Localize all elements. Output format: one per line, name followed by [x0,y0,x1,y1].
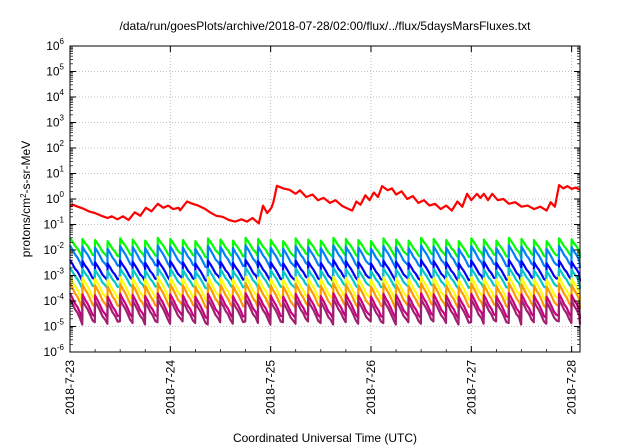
y-tick-label: 105 [46,63,64,79]
y-tick-label: 10-6 [44,343,65,359]
y-tick-label: 106 [46,37,64,53]
y-tick-label: 10-1 [44,216,65,232]
y-axis-label-pre: protons/cm [19,198,33,257]
y-tick-label: 10-3 [44,267,65,283]
x-tick-label: 2018-7-26 [364,360,378,415]
series-line [69,297,582,326]
y-axis-label-sup: 2 [19,193,28,198]
x-tick-label: 2018-7-25 [264,360,278,415]
x-axis: 2018-7-23 2018-7-24 2018-7-25 2018-7-26 2018… [63,46,579,415]
y-axis: 10-6 10-5 10-4 10-3 10-2 10-1 100 101 102 103 104 1… [44,37,580,359]
y-tick-label: 10-4 [44,292,65,308]
y-tick-label: 103 [46,114,64,130]
x-tick-label: 2018-7-28 [565,360,579,415]
y-tick-label: 10-2 [44,241,65,257]
y-tick-label: 10-5 [44,318,65,334]
y-axis-label-post: -s-sr-MeV [19,141,33,194]
y-tick-label: 100 [46,190,64,206]
data-series [69,184,582,326]
x-tick-label: 2018-7-23 [63,360,77,415]
y-tick-label: 104 [46,88,64,104]
x-tick-label: 2018-7-27 [464,360,478,415]
y-tick-label: 102 [46,139,64,155]
y-tick-label: 101 [46,165,64,181]
x-axis-label: Coordinated Universal Time (UTC) [233,431,417,445]
y-axis-label: protons/cm2-s-sr-MeV [19,141,34,257]
series-line [69,184,581,225]
x-tick-label: 2018-7-24 [163,360,177,415]
chart-title: /data/run/goesPlots/archive/2018-07-28/0… [120,19,532,33]
